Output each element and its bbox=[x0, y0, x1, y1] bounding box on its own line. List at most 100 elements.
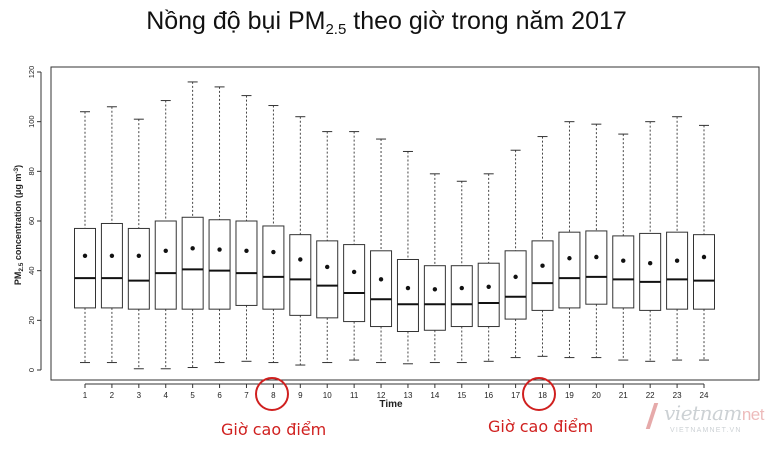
x-tick-label: 5 bbox=[190, 391, 195, 400]
y-tick-label: 60 bbox=[27, 217, 36, 225]
iqr-box bbox=[127, 227, 150, 310]
chart-title: Nồng độ bụi PM2.5 theo giờ trong năm 201… bbox=[0, 7, 773, 38]
x-tick-label: 21 bbox=[619, 391, 628, 400]
x-tick-label: 7 bbox=[244, 391, 249, 400]
hour-8-highlight-circle bbox=[255, 377, 289, 411]
x-tick-label: 8 bbox=[271, 391, 276, 400]
mean-point bbox=[405, 285, 411, 291]
box-hour-3 bbox=[127, 118, 150, 370]
y-tick-label: 80 bbox=[27, 167, 36, 175]
x-tick-label: 6 bbox=[217, 391, 222, 400]
box-hour-18 bbox=[531, 136, 554, 357]
iqr-box bbox=[74, 227, 96, 309]
mean-point bbox=[271, 249, 276, 255]
mean-point bbox=[244, 248, 249, 253]
iqr-box bbox=[316, 240, 339, 319]
box-hour-20 bbox=[585, 123, 608, 359]
mean-point bbox=[432, 287, 438, 292]
mean-point bbox=[298, 257, 303, 262]
y-tick-label: 20 bbox=[27, 316, 36, 324]
y-label-subscript: 2.5 bbox=[18, 262, 25, 271]
x-tick-label: 1 bbox=[83, 391, 88, 400]
mean-point bbox=[701, 254, 707, 260]
mean-point bbox=[217, 247, 222, 252]
mean-point bbox=[325, 264, 330, 270]
mean-point bbox=[109, 253, 115, 258]
box-hour-14 bbox=[423, 173, 446, 364]
iqr-box bbox=[585, 230, 608, 305]
y-label-pm: PM bbox=[13, 272, 23, 286]
box-hour-8 bbox=[262, 105, 285, 364]
y-label-close: ) bbox=[13, 165, 23, 168]
x-tick-label: 16 bbox=[484, 391, 493, 400]
mean-point bbox=[486, 284, 491, 290]
x-tick-label: 10 bbox=[323, 391, 332, 400]
iqr-box bbox=[423, 265, 446, 331]
x-tick-label: 19 bbox=[565, 391, 574, 400]
y-tick-label: 40 bbox=[27, 266, 36, 274]
iqr-box bbox=[450, 265, 473, 328]
iqr-box bbox=[262, 225, 285, 310]
y-tick-label: 0 bbox=[27, 368, 36, 372]
title-main: Nồng độ bụi PM bbox=[146, 7, 326, 35]
iqr-box bbox=[100, 222, 123, 309]
iqr-box bbox=[208, 219, 231, 310]
x-axis-label: Time bbox=[379, 399, 403, 410]
iqr-box bbox=[612, 235, 635, 309]
x-tick-label: 24 bbox=[700, 391, 709, 400]
y-axis: 0 20 40 60 80 100 120 bbox=[27, 66, 42, 372]
x-tick-label: 9 bbox=[298, 391, 303, 400]
x-tick-label: 12 bbox=[377, 391, 386, 400]
mean-point bbox=[82, 253, 88, 258]
hour-18-highlight-circle bbox=[522, 377, 556, 411]
title-rest: theo giờ trong năm 2017 bbox=[346, 7, 627, 35]
box-hour-12 bbox=[370, 138, 393, 364]
x-tick-label: 3 bbox=[137, 391, 142, 400]
iqr-box bbox=[289, 234, 312, 316]
logo-brand: vietnamnet bbox=[664, 401, 764, 425]
mean-point bbox=[621, 258, 626, 263]
iqr-box bbox=[396, 258, 419, 333]
box-hour-1 bbox=[74, 111, 96, 364]
x-tick-label: 11 bbox=[350, 391, 359, 400]
y-label-concentration: concentration ( bbox=[13, 195, 23, 263]
x-tick-label: 17 bbox=[511, 391, 520, 400]
iqr-box bbox=[477, 262, 500, 328]
iqr-box bbox=[370, 250, 393, 328]
iqr-box bbox=[343, 244, 366, 323]
box-hour-6 bbox=[208, 86, 231, 364]
title-subscript: 2.5 bbox=[325, 21, 347, 38]
peak-hour-note-left: Giờ cao điểm bbox=[221, 420, 327, 439]
box-hour-16 bbox=[477, 173, 500, 362]
box-hour-21 bbox=[612, 133, 635, 361]
box-hour-9 bbox=[289, 116, 312, 366]
mean-point bbox=[163, 248, 168, 253]
iqr-box bbox=[531, 240, 554, 311]
x-tick-label: 14 bbox=[430, 391, 439, 400]
y-axis-label: PM2.5 concentration (μg m-3) bbox=[13, 165, 25, 285]
mean-point bbox=[459, 285, 464, 291]
iqr-box bbox=[693, 234, 715, 310]
x-tick-label: 22 bbox=[646, 391, 655, 400]
x-tick-label: 2 bbox=[110, 391, 115, 400]
box-hour-13 bbox=[396, 150, 419, 365]
box-hour-10 bbox=[316, 131, 339, 364]
mean-point bbox=[540, 263, 545, 268]
mean-point bbox=[351, 269, 357, 275]
y-tick-label: 120 bbox=[27, 66, 36, 79]
box-hour-22 bbox=[639, 121, 662, 362]
iqr-box bbox=[504, 250, 527, 320]
plot-frame bbox=[50, 66, 760, 381]
box-hour-19 bbox=[558, 121, 581, 359]
x-tick-label: 15 bbox=[457, 391, 466, 400]
box-hour-2 bbox=[100, 106, 123, 364]
x-tick-label: 20 bbox=[592, 391, 601, 400]
iqr-box bbox=[558, 231, 581, 309]
logo-domain: VIETNAMNET.VN bbox=[670, 427, 742, 434]
box-hour-7 bbox=[235, 95, 258, 362]
x-axis: 1 2 3 4 5 6 7 8 9 10 11 12 13 14 15 16 17 18 19 20 21 22 23 24 bbox=[83, 383, 709, 400]
mean-point bbox=[567, 256, 572, 261]
iqr-box bbox=[181, 216, 204, 310]
x-tick-label: 4 bbox=[164, 391, 169, 400]
